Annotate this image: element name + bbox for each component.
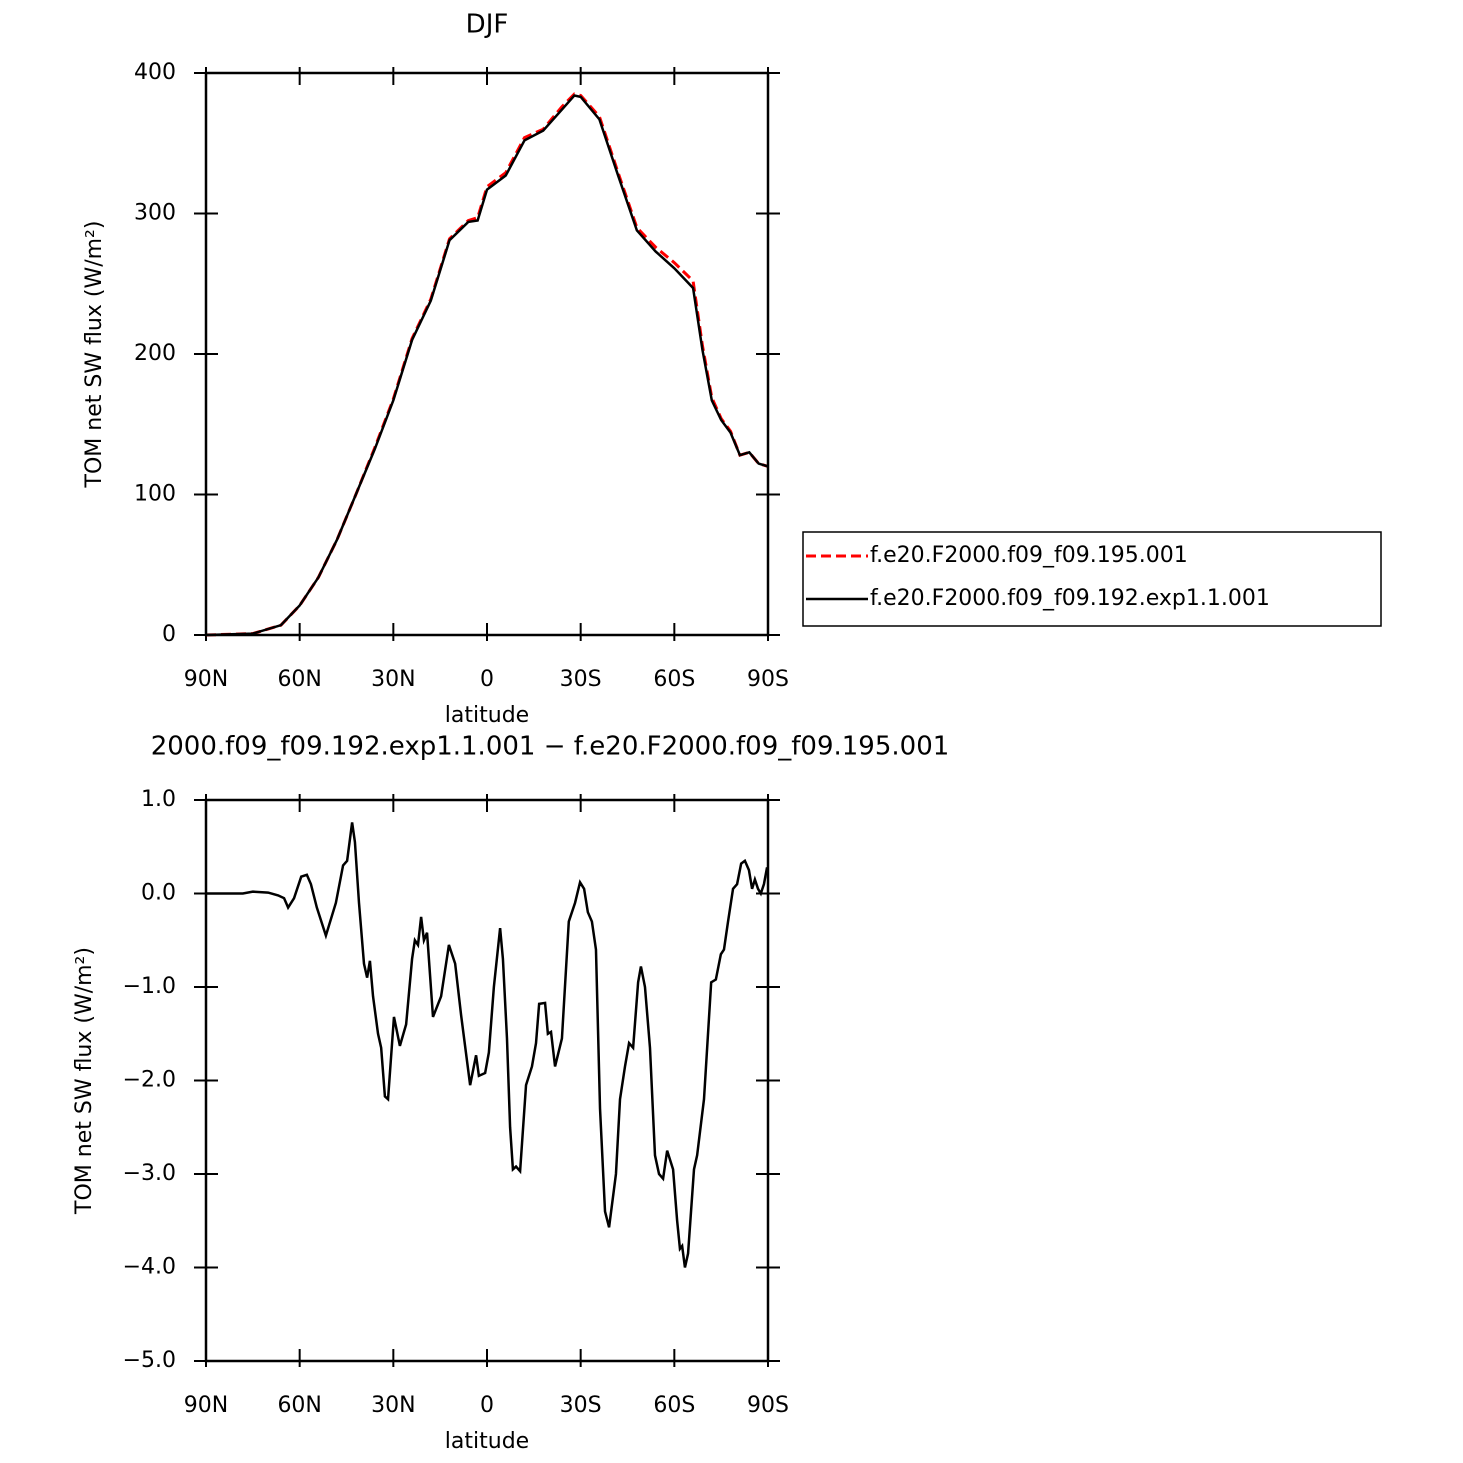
y-tick-label: 100 [134, 482, 176, 507]
data-line [206, 822, 769, 1268]
legend-label: f.e20.F2000.f09_f09.195.001 [870, 543, 1188, 568]
data-line [205, 94, 769, 637]
x-tick-label: 90N [184, 1393, 228, 1418]
x-tick-label: 90N [184, 667, 228, 692]
y-tick-label: 300 [134, 201, 176, 226]
y-tick-label: 1.0 [141, 787, 176, 812]
x-tick-label: 30N [371, 667, 415, 692]
y-tick-label: −5.0 [123, 1348, 176, 1373]
x-tick-label: 0 [480, 1393, 494, 1418]
plot-frame [204, 71, 770, 637]
chart-title: DJF [466, 10, 509, 40]
x-tick-label: 90S [747, 1393, 789, 1418]
data-line [205, 92, 769, 637]
x-tick-label: 30N [371, 1393, 415, 1418]
y-tick-label: −2.0 [123, 1068, 176, 1093]
y-tick-label: −1.0 [123, 974, 176, 999]
y-tick-label: 200 [134, 341, 176, 366]
y-axis-label: TOM net SW flux (W/m²) [82, 221, 107, 489]
x-tick-label: 60N [277, 667, 321, 692]
x-tick-label: 60S [653, 667, 695, 692]
y-tick-label: 400 [134, 60, 176, 85]
y-tick-label: 0.0 [141, 881, 176, 906]
x-tick-label: 60S [653, 1393, 695, 1418]
x-tick-label: 30S [560, 1393, 602, 1418]
x-tick-label: 60N [277, 1393, 321, 1418]
y-tick-label: −4.0 [123, 1255, 176, 1280]
x-axis-label: latitude [445, 1429, 529, 1454]
x-axis-label: latitude [445, 703, 529, 728]
y-axis-label: TOM net SW flux (W/m²) [72, 947, 97, 1215]
x-tick-label: 30S [560, 667, 602, 692]
y-tick-label: −3.0 [123, 1161, 176, 1186]
plot-frame [204, 798, 770, 1363]
legend-box [802, 531, 1382, 627]
x-tick-label: 0 [480, 667, 494, 692]
chart-title: 2000.f09_f09.192.exp1.1.001 − f.e20.F200… [151, 732, 950, 762]
legend-label: f.e20.F2000.f09_f09.192.exp1.1.001 [870, 586, 1270, 611]
y-tick-label: 0 [162, 622, 176, 647]
x-tick-label: 90S [747, 667, 789, 692]
